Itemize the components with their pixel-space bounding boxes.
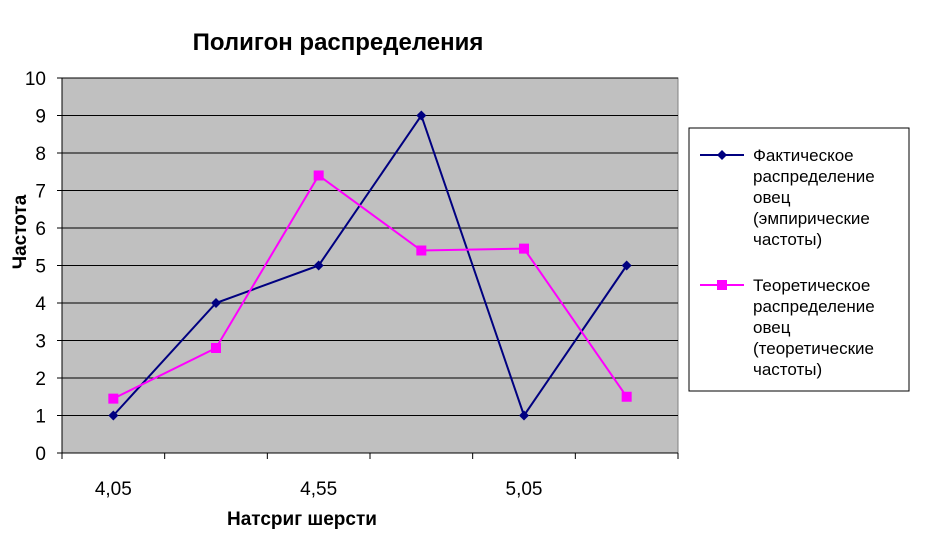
legend-label: Фактическое распределение овец (эмпирически…	[753, 146, 875, 249]
y-tick-label: 3	[35, 332, 46, 353]
legend-label-line: распределение	[753, 167, 875, 186]
y-tick-label: 7	[35, 182, 46, 203]
y-axis-title: Частота	[10, 194, 31, 269]
y-tick-label: 9	[35, 107, 46, 128]
data-point-diamond	[416, 110, 427, 121]
x-axis-title: Натсриг шерсти	[227, 509, 377, 530]
legend-label-line: (теоретические	[753, 339, 874, 358]
legend-label-line: (эмпирические	[753, 209, 870, 228]
y-tick-label: 5	[35, 257, 46, 278]
legend-label-line: Теоретическое	[753, 276, 870, 295]
data-point-square	[313, 170, 324, 181]
legend-label-line: распределение	[753, 297, 875, 316]
x-tick-label: 4,05	[95, 479, 132, 500]
x-tick-label: 4,55	[300, 479, 337, 500]
y-tick-label: 2	[35, 369, 46, 390]
plot-area: 0 1 2 3 4 5 6 7 8 9 10 4,05 4,55 5,05	[25, 69, 679, 500]
data-point-diamond	[108, 410, 119, 421]
y-tick-label: 1	[35, 407, 46, 428]
legend-marker-square	[717, 280, 727, 290]
legend-label-line: частоты)	[753, 360, 822, 379]
y-tick-label: 0	[35, 444, 46, 465]
y-tick-label: 6	[35, 219, 46, 240]
legend-label-line: частоты)	[753, 230, 822, 249]
data-point-diamond	[313, 260, 324, 271]
data-point-square	[211, 343, 221, 353]
data-point-diamond	[211, 298, 221, 308]
series-line-2	[112, 174, 628, 400]
series-line-1	[112, 113, 628, 418]
y-tick-label: 10	[25, 69, 46, 90]
x-tick-label: 5,05	[506, 479, 543, 500]
legend: Фактическое распределение овец (эмпирически…	[688, 127, 910, 392]
y-tick-label: 8	[35, 144, 46, 165]
data-point-square	[416, 245, 427, 256]
chart-title: Полигон распределения	[193, 29, 484, 56]
y-tick-label: 4	[35, 294, 46, 315]
legend-label-line: овец	[753, 188, 791, 207]
legend-box	[688, 127, 910, 392]
data-point-square	[519, 243, 529, 254]
data-point-diamond	[519, 410, 529, 421]
data-point-square	[108, 393, 119, 404]
legend-label-line: овец	[753, 318, 791, 337]
data-point-square	[621, 391, 632, 402]
legend-label: Теоретическое распределение овец (теоретиче…	[753, 276, 875, 379]
legend-marker-diamond	[717, 150, 727, 160]
legend-label-line: Фактическое	[753, 146, 854, 165]
data-point-diamond	[621, 260, 632, 271]
